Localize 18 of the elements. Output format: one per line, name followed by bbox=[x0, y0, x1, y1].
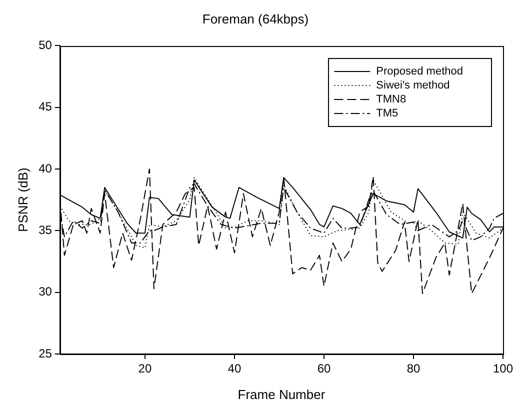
chart-title: Foreman (64kbps) bbox=[202, 11, 309, 26]
legend-label: Proposed method bbox=[376, 66, 464, 78]
legend-label: TM5 bbox=[376, 108, 398, 120]
legend-label: Siwei's method bbox=[376, 80, 450, 92]
y-tick-label: 50 bbox=[38, 38, 52, 52]
y-tick-label: 40 bbox=[38, 161, 52, 176]
y-tick-label: 35 bbox=[38, 222, 52, 237]
y-tick-label: 25 bbox=[38, 346, 52, 360]
x-tick-label: 80 bbox=[406, 362, 420, 376]
legend-label: TMN8 bbox=[376, 94, 406, 106]
x-tick-label: 100 bbox=[492, 362, 514, 376]
x-axis-title: Frame Number bbox=[238, 386, 326, 402]
x-tick-label: 60 bbox=[317, 362, 331, 376]
x-tick-label: 20 bbox=[138, 362, 152, 376]
y-axis-title: PSNR (dB) bbox=[15, 168, 30, 232]
y-tick-label: 30 bbox=[38, 284, 52, 299]
x-tick-label: 40 bbox=[228, 362, 242, 376]
y-tick-label: 45 bbox=[38, 100, 52, 114]
